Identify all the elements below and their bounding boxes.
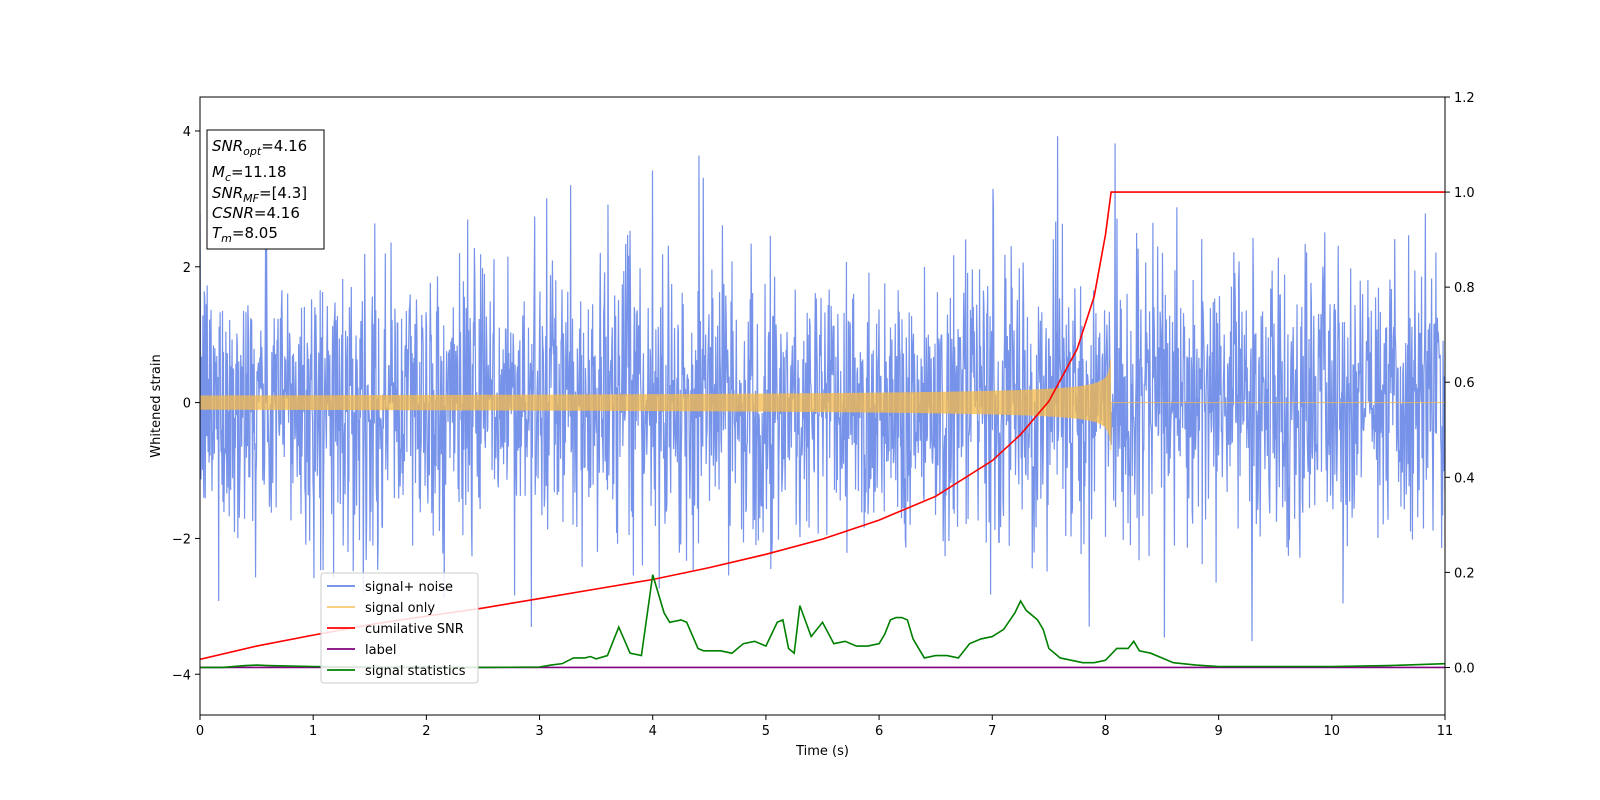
annotation-line: SNRMF=[4.3]: [212, 184, 307, 205]
annotation-symbol: SNR: [212, 137, 243, 155]
y-left-tick-label: −4: [172, 668, 191, 683]
y-right-tick-label: 0.6: [1454, 376, 1475, 391]
x-tick-label: 1: [309, 724, 317, 739]
legend-label: label: [365, 643, 396, 658]
y-right-tick-label: 0.4: [1454, 471, 1475, 486]
annotation-subscript: MF: [243, 192, 259, 205]
x-tick-label: 3: [535, 724, 543, 739]
x-tick-label: 5: [762, 724, 770, 739]
annotation-symbol: M: [212, 163, 225, 181]
x-tick-label: 4: [649, 724, 657, 739]
x-axis-label: Time (s): [795, 744, 849, 759]
series-signal-statistics: [200, 574, 1445, 669]
series-signal-only: [200, 360, 1445, 451]
legend-frame: [320, 572, 479, 684]
y-left-tick-label: −2: [172, 532, 191, 547]
annotation-line: Tm=8.05: [212, 224, 278, 245]
annotation-line: CSNR=4.16: [212, 204, 300, 222]
annotation-value: =11.18: [231, 163, 287, 181]
legend: signal+ noise signal only cumilative SNR la…: [320, 572, 479, 684]
axis-ticks: 0 1 2 3 4 5 6 7 8 9 10 11 −4 −2 0 2 4 0.0 0.2 0.4 0.6 0.8 1.0 1…: [172, 91, 1475, 739]
annotation-line: Mc=11.18: [212, 163, 287, 184]
annotation-value: =4.16: [254, 204, 300, 222]
x-tick-label: 0: [196, 724, 204, 739]
y-right-tick-label: 0.2: [1454, 566, 1475, 581]
y-right-tick-label: 0.0: [1454, 661, 1475, 676]
x-tick-label: 6: [875, 724, 883, 739]
series-signal-noise: [200, 136, 1445, 642]
x-tick-label: 11: [1437, 724, 1454, 739]
annotation-value: =8.05: [232, 224, 278, 242]
annotation-subscript: m: [221, 232, 232, 245]
plot-frame: [199, 96, 1446, 716]
annotation-symbol: SNR: [212, 184, 243, 202]
y-right-tick-label: 1.2: [1454, 91, 1475, 106]
y-left-tick-label: 4: [183, 125, 191, 140]
legend-label: signal+ noise: [365, 580, 453, 595]
x-tick-label: 10: [1324, 724, 1341, 739]
annotation-box: SNRopt=4.16Mc=11.18SNRMF=[4.3]CSNR=4.16T…: [206, 129, 325, 250]
x-tick-label: 8: [1101, 724, 1109, 739]
annotation-subscript: opt: [243, 145, 262, 158]
x-tick-label: 7: [988, 724, 996, 739]
annotation-frame: [206, 129, 325, 250]
annotation-symbol: T: [212, 224, 223, 242]
annotation-symbol: CSNR: [212, 204, 254, 222]
legend-label: signal statistics: [365, 664, 466, 679]
y-axis-label: Whitened strain: [149, 354, 164, 457]
annotation-value: =[4.3]: [259, 184, 307, 202]
annotation-subscript: c: [225, 171, 231, 184]
y-left-tick-label: 0: [183, 397, 191, 412]
y-right-tick-label: 0.8: [1454, 281, 1475, 296]
y-left-tick-label: 2: [183, 261, 191, 276]
x-tick-label: 2: [422, 724, 430, 739]
annotation-line: SNRopt=4.16: [212, 137, 307, 158]
annotation-value: =4.16: [261, 137, 307, 155]
y-right-tick-label: 1.0: [1454, 186, 1475, 201]
legend-label: cumilative SNR: [365, 622, 464, 637]
legend-label: signal only: [365, 601, 435, 616]
x-tick-label: 9: [1214, 724, 1222, 739]
